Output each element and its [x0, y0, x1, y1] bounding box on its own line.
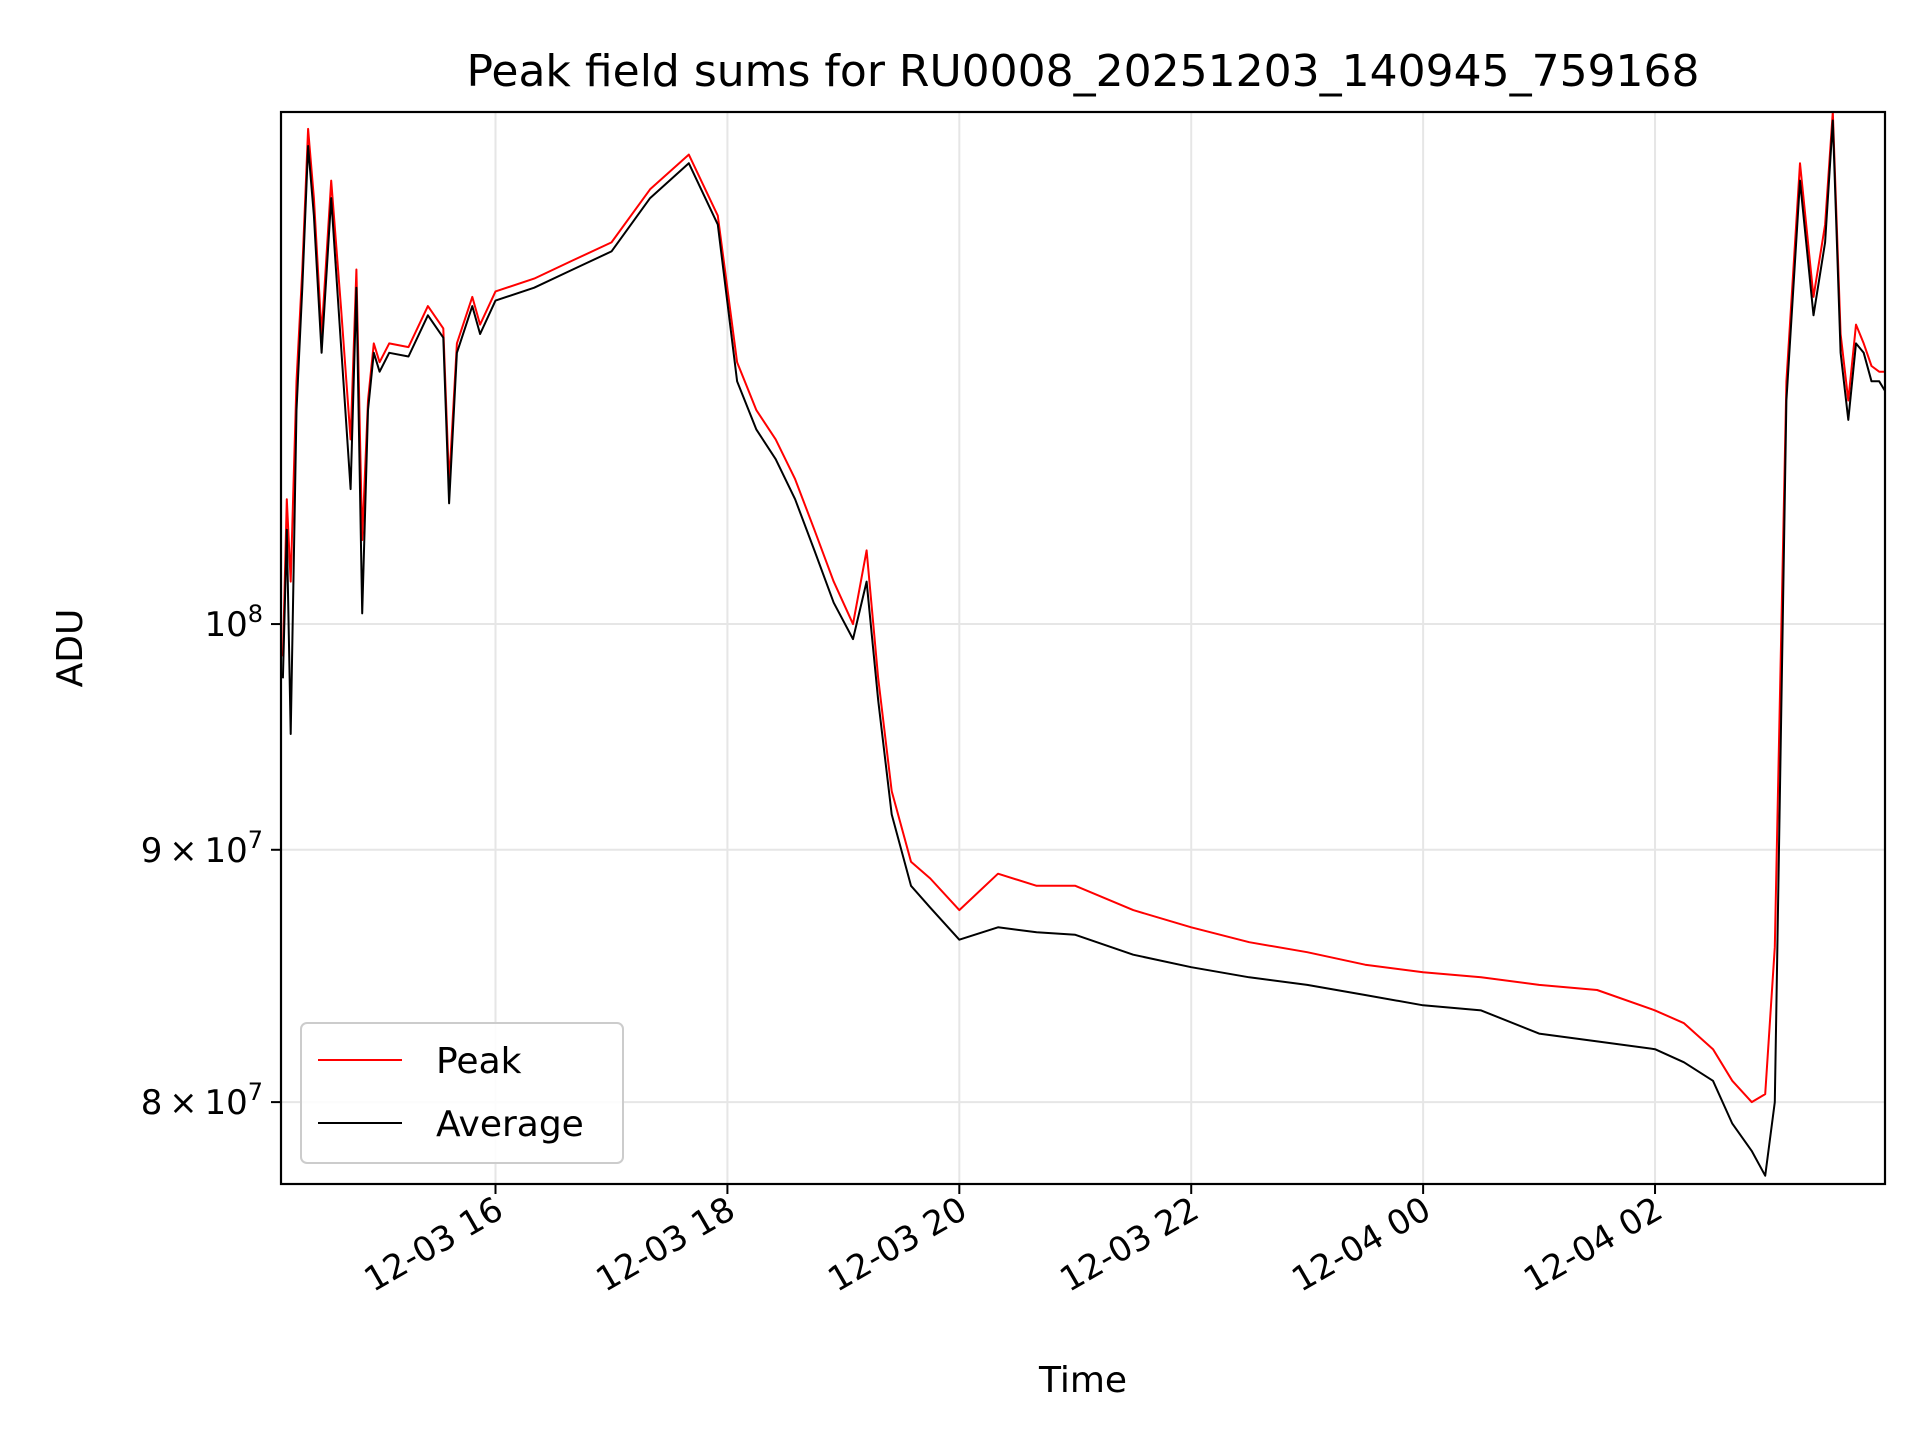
y-axis-label: ADU [50, 609, 91, 688]
grid [281, 112, 1885, 1184]
chart-title: Peak field sums for RU0008_20251203_1409… [466, 46, 1699, 97]
x-axis-label: Time [1038, 1360, 1127, 1401]
y-tick-label: 8 × 107 [141, 1078, 263, 1123]
legend: Peak Average [300, 1022, 624, 1164]
legend-average-label: Average [436, 1104, 584, 1145]
series-layer [281, 112, 1885, 1177]
legend-peak-label: Peak [436, 1041, 522, 1082]
series-line-peak [281, 112, 1885, 1104]
y-tick-label: 9 × 107 [141, 826, 263, 871]
plot-frame [279, 110, 1887, 1186]
legend-box [300, 1022, 624, 1164]
series-line-average [281, 119, 1885, 1177]
